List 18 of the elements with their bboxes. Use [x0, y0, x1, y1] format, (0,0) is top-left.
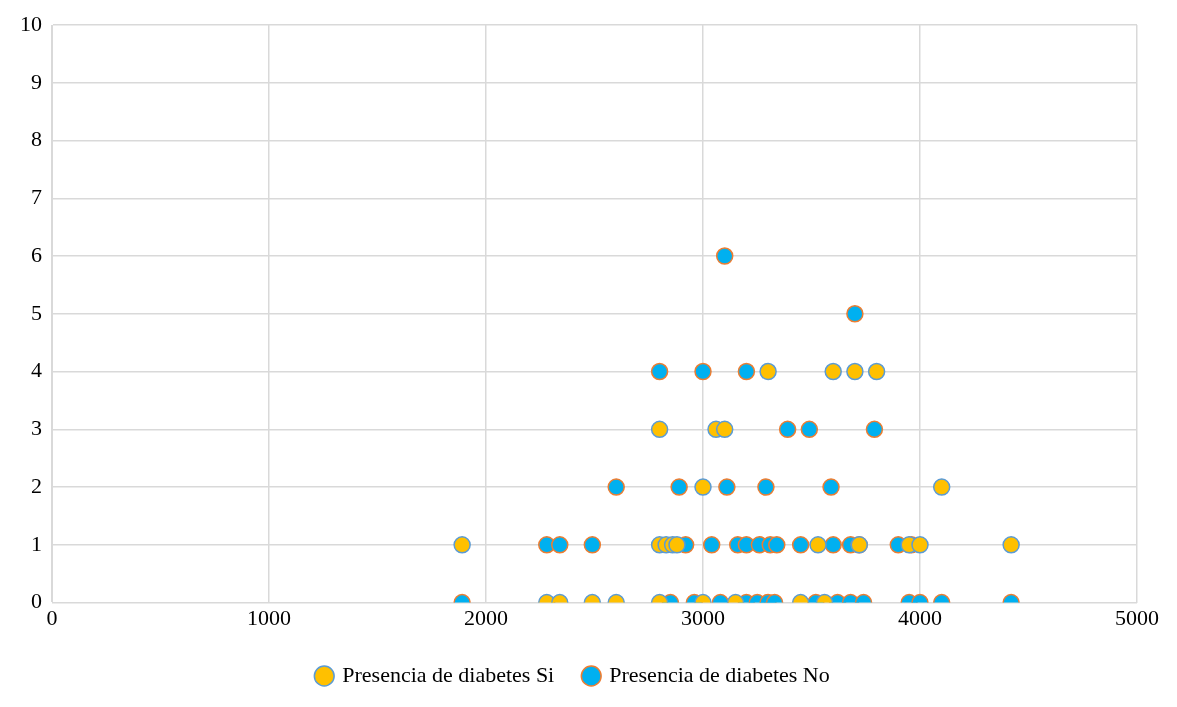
y-tick-label: 4	[31, 357, 42, 383]
y-tick-label: 7	[31, 184, 42, 210]
y-tick-label: 0	[31, 588, 42, 614]
y-tick-label: 2	[31, 472, 42, 498]
x-tick-label: 2000	[464, 604, 508, 630]
y-tick-label: 3	[31, 415, 42, 441]
x-tick-label: 4000	[898, 604, 942, 630]
x-tick-label: 3000	[681, 604, 725, 630]
x-tick-label: 1000	[247, 604, 291, 630]
y-tick-label: 1	[31, 530, 42, 556]
y-tick-label: 10	[20, 10, 42, 36]
y-tick-label: 6	[31, 241, 42, 267]
y-tick-label: 9	[31, 68, 42, 94]
legend-label: Presencia de diabetes No	[609, 661, 830, 687]
y-tick-label: 8	[31, 126, 42, 152]
legend-label: Presencia de diabetes Si	[342, 661, 555, 687]
y-tick-label: 5	[31, 299, 42, 325]
x-tick-label: 5000	[1115, 604, 1159, 630]
